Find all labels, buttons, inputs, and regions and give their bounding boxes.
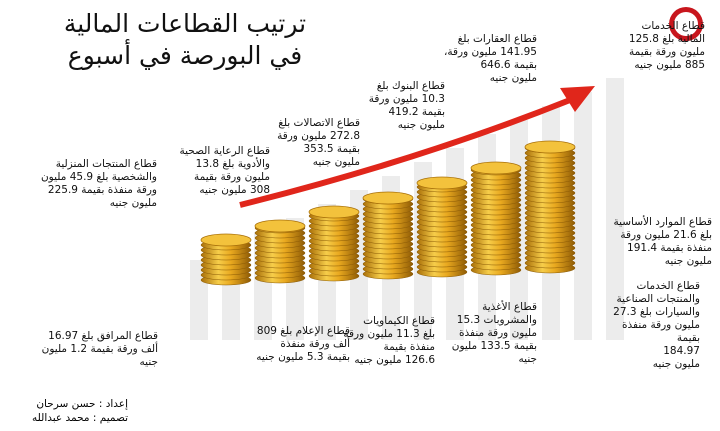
annotation-line: بلغ 21.6 مليون ورقة <box>620 229 712 241</box>
annotation-line: قطاع الاتصالات بلغ <box>278 117 360 129</box>
annotation: قطاع المرافق بلغ 16.97 ألف ورقة بقيمة 1.2… <box>38 330 158 369</box>
annotation: قطاع الأغذية والمشروبات 15.3 مليون ورقة من… <box>452 301 537 366</box>
coin-top <box>524 140 576 154</box>
annotation-line: قطاع الأغذية <box>482 301 537 313</box>
annotation-line: جنيه <box>518 353 537 365</box>
annotation-line: بقيمة 133.5 مليون <box>451 340 537 352</box>
annotation-line: 126.6 مليون جنيه <box>354 354 435 366</box>
annotation: قطاع الإعلام بلغ 809 ألف ورقة منفذة بقيمة … <box>248 325 350 364</box>
coin-top <box>362 191 414 205</box>
annotation-line: جنيه <box>139 356 158 368</box>
annotation-line: مليون ورقة بقيمة <box>194 171 270 183</box>
annotation-line: قطاع الخدمات <box>641 20 705 32</box>
coin-top <box>200 233 252 247</box>
annotation-line: والسيارات بلغ 27.3 <box>613 306 700 318</box>
annotation-line: المالية بلغ 125.8 <box>628 33 705 45</box>
annotation-line: قطاع الكيماويات <box>363 315 435 327</box>
title-line: في البورصة في أسبوع <box>67 41 303 70</box>
annotation-line: مليون جنيه <box>489 72 537 84</box>
annotation-line: قطاع البنوك بلغ <box>376 80 445 92</box>
annotation: قطاع الموارد الأساسية بلغ 21.6 مليون ورقة… <box>578 216 712 268</box>
annotation-line: 10.3 مليون ورقة <box>368 93 445 105</box>
annotation-line: 184.97 <box>663 345 700 357</box>
annotation: قطاع البنوك بلغ 10.3 مليون ورقة بقيمة 419.… <box>360 80 445 132</box>
annotation: قطاع الخدمات والمنتجات الصناعية والسيارات … <box>588 280 700 371</box>
annotation-line: 141.95 مليون ورقة، <box>443 46 537 58</box>
coin-top <box>308 205 360 219</box>
annotation-line: ألف ورقة منفذة <box>280 338 350 350</box>
title: ترتيب القطاعات المالية في البورصة في أسب… <box>60 8 310 72</box>
annotation-line: بقيمة 419.2 <box>388 106 445 118</box>
annotation-line: والمشروبات 15.3 <box>456 314 537 326</box>
annotation-line: بقيمة 646.6 <box>480 59 537 71</box>
logo-inner <box>674 12 698 36</box>
annotation-line: قطاع الخدمات <box>636 280 700 292</box>
annotation-line: ورقة منفذة بقيمة 225.9 <box>47 184 157 196</box>
annotation-line: مليون ورقة بقيمة <box>629 46 705 58</box>
annotation-line: قطاع المنتجات المنزلية <box>55 158 157 170</box>
title-line: ترتيب القطاعات المالية <box>63 9 307 38</box>
coin-stacks <box>200 140 576 286</box>
annotation-line: قطاع العقارات بلغ <box>457 33 537 45</box>
annotation-line: 272.8 مليون ورقة <box>277 130 360 142</box>
annotation-line: والشخصية بلغ 45.9 مليون <box>40 171 157 183</box>
credit: تصميم : محمد عبدالله <box>32 412 128 424</box>
annotation-line: مليون ورقة منفذة <box>622 319 700 331</box>
bg-bar <box>574 92 592 340</box>
annotation-line: قطاع الإعلام بلغ 809 <box>256 325 350 337</box>
coin-top <box>416 176 468 190</box>
annotation-line: مليون ورقة منفذة <box>459 327 537 339</box>
bg-bar <box>606 78 624 340</box>
coin-top <box>470 161 522 175</box>
annotation-line: منفذة بقيمة <box>383 341 435 353</box>
annotation-line: مليون جنيه <box>664 255 712 267</box>
annotation-line: مليون جنيه <box>312 156 360 168</box>
annotation-line: ألف ورقة بقيمة 1.2 مليون <box>41 343 158 355</box>
annotation-line: بقيمة 5.3 مليون جنيه <box>256 351 350 363</box>
annotation: قطاع العقارات بلغ 141.95 مليون ورقة، بقيمة… <box>443 33 537 85</box>
annotation: قطاع الاتصالات بلغ 272.8 مليون ورقة بقيمة … <box>268 117 360 169</box>
credit: إعداد : حسن سرحان <box>36 398 128 410</box>
annotation-line: قطاع الموارد الأساسية <box>613 216 712 228</box>
annotation-line: بقيمة <box>676 332 700 344</box>
annotation-line: 308 مليون جنيه <box>199 184 270 196</box>
annotation: قطاع المنتجات المنزلية والشخصية بلغ 45.9 … <box>12 158 157 210</box>
annotation-line: مليون جنيه <box>397 119 445 131</box>
annotation-line: مليون جنيه <box>109 197 157 209</box>
annotation-line: قطاع الرعاية الصحية <box>179 145 271 157</box>
arrow-head <box>560 86 595 112</box>
coin-top <box>254 219 306 233</box>
annotation-line: منفذة بقيمة 191.4 <box>627 242 712 254</box>
trend-arrow <box>239 97 572 208</box>
annotation-line: والأدوية بلغ 13.8 <box>195 158 270 170</box>
annotation: قطاع الرعاية الصحية والأدوية بلغ 13.8 مليو… <box>175 145 271 197</box>
annotation-line: بلغ 11.3 مليون ورقة <box>343 328 435 340</box>
annotation-line: والمنتجات الصناعية <box>616 293 700 305</box>
annotation-line: مليون جنيه <box>652 358 700 370</box>
credits: إعداد : حسن سرحان تصميم : محمد عبدالله <box>8 397 128 425</box>
annotation-line: 885 مليون جنيه <box>634 59 705 71</box>
annotation: قطاع الكيماويات بلغ 11.3 مليون ورقة منفذة … <box>338 315 435 367</box>
annotation-line: قطاع المرافق بلغ 16.97 <box>48 330 158 342</box>
annotation: قطاع الخدمات المالية بلغ 125.8 مليون ورقة … <box>560 20 705 72</box>
annotation-line: بقيمة 353.5 <box>303 143 360 155</box>
